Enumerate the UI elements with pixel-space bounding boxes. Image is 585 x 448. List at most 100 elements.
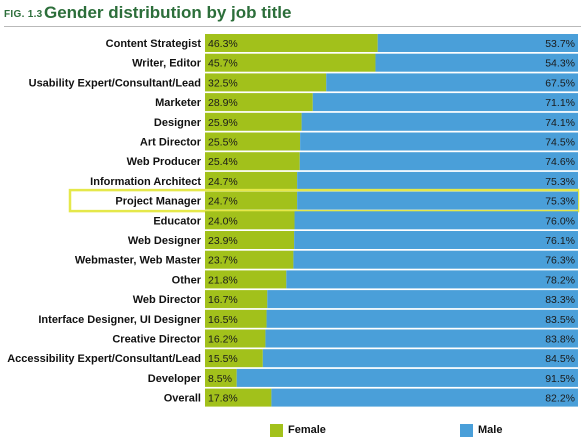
category-label-interface-designer-ui-designer: Interface Designer, UI Designer — [38, 314, 201, 326]
bar-female-web-producer — [205, 152, 300, 171]
category-label-information-architect: Information Architect — [90, 176, 201, 188]
bar-male-content-strategist — [377, 34, 578, 52]
value-female-other: 21.8% — [208, 274, 238, 286]
category-label-writer-editor: Writer, Editor — [132, 58, 202, 70]
category-label-webmaster-web-master: Webmaster, Web Master — [75, 255, 202, 267]
value-female-web-producer: 25.4% — [208, 156, 238, 168]
value-female-webmaster-web-master: 23.7% — [208, 255, 238, 267]
value-male-developer: 91.5% — [545, 373, 575, 385]
category-label-web-designer: Web Designer — [128, 235, 202, 247]
bar-male-web-producer — [299, 152, 578, 171]
category-label-web-producer: Web Producer — [127, 156, 202, 168]
value-male-content-strategist: 53.7% — [545, 38, 575, 50]
figure-number: FIG. 1.3 — [4, 9, 43, 20]
value-male-webmaster-web-master: 76.3% — [545, 255, 575, 267]
value-female-creative-director: 16.2% — [208, 334, 238, 346]
value-female-accessibility-expert-consultant-lead: 15.5% — [208, 353, 238, 365]
bar-male-webmaster-web-master — [293, 250, 578, 269]
bar-male-creative-director — [265, 329, 578, 348]
legend-male-label: Male — [478, 424, 503, 436]
value-female-content-strategist: 46.3% — [208, 38, 238, 50]
bar-female-writer-editor — [205, 53, 376, 72]
value-female-web-director: 16.7% — [208, 294, 238, 306]
bar-female-information-architect — [205, 171, 298, 190]
value-female-web-designer: 23.9% — [208, 235, 238, 247]
bar-male-overall — [271, 388, 578, 407]
bar-male-project-manager — [297, 191, 578, 210]
bar-male-usability-expert-consultant-lead — [326, 73, 578, 92]
value-female-developer: 8.5% — [208, 373, 232, 385]
bar-male-web-designer — [294, 231, 578, 249]
value-female-usability-expert-consultant-lead: 32.5% — [208, 77, 238, 89]
value-female-project-manager: 24.7% — [208, 196, 238, 208]
category-label-overall: Overall — [164, 393, 201, 405]
bar-male-accessibility-expert-consultant-lead — [262, 349, 578, 368]
value-female-educator: 24.0% — [208, 215, 238, 227]
bar-male-designer — [301, 112, 578, 131]
bar-female-art-director — [205, 132, 301, 151]
header-divider — [4, 26, 581, 27]
bar-female-webmaster-web-master — [205, 250, 294, 269]
value-female-designer: 25.9% — [208, 117, 238, 129]
category-label-designer: Designer — [154, 117, 202, 129]
value-male-usability-expert-consultant-lead: 67.5% — [545, 77, 575, 89]
chart-title: Gender distribution by job title — [44, 3, 292, 22]
category-label-usability-expert-consultant-lead: Usability Expert/Consultant/Lead — [29, 77, 201, 89]
bar-male-other — [286, 270, 578, 289]
bar-male-interface-designer-ui-designer — [266, 309, 578, 328]
bar-male-educator — [294, 211, 578, 230]
stacked-bar-chart: Content Strategist 46.3% 53.7% Writer, Edit… — [7, 34, 580, 407]
value-male-creative-director: 83.8% — [545, 334, 575, 346]
category-label-art-director: Art Director — [140, 137, 202, 149]
category-label-developer: Developer — [148, 373, 202, 385]
figure-header: FIG. 1.3 Gender distribution by job titl… — [4, 2, 581, 27]
category-label-accessibility-expert-consultant-lead: Accessibility Expert/Consultant/Lead — [7, 353, 201, 365]
bar-female-accessibility-expert-consultant-lead — [205, 349, 263, 368]
value-male-project-manager: 75.3% — [545, 196, 575, 208]
value-male-educator: 76.0% — [545, 215, 575, 227]
value-male-writer-editor: 54.3% — [545, 58, 575, 70]
bar-female-creative-director — [205, 329, 266, 348]
bar-female-designer — [205, 112, 302, 131]
value-male-art-director: 74.5% — [545, 137, 575, 149]
bar-female-interface-designer-ui-designer — [205, 309, 267, 328]
bar-female-project-manager — [205, 191, 298, 210]
value-male-designer: 74.1% — [545, 117, 575, 129]
value-male-interface-designer-ui-designer: 83.5% — [545, 314, 575, 326]
category-label-creative-director: Creative Director — [112, 334, 201, 346]
value-female-writer-editor: 45.7% — [208, 58, 238, 70]
category-label-web-director: Web Director — [133, 294, 202, 306]
value-female-information-architect: 24.7% — [208, 176, 238, 188]
value-female-interface-designer-ui-designer: 16.5% — [208, 314, 238, 326]
category-label-content-strategist: Content Strategist — [106, 38, 202, 50]
value-male-web-director: 83.3% — [545, 294, 575, 306]
bar-male-writer-editor — [375, 53, 578, 72]
bar-female-web-director — [205, 290, 268, 309]
bar-female-web-designer — [205, 231, 295, 249]
bar-male-information-architect — [297, 171, 578, 190]
value-female-overall: 17.8% — [208, 393, 238, 405]
bar-female-other — [205, 270, 287, 289]
value-male-overall: 82.2% — [545, 393, 575, 405]
category-label-marketer: Marketer — [155, 97, 202, 109]
bar-female-educator — [205, 211, 295, 230]
value-male-other: 78.2% — [545, 274, 575, 286]
legend-female-swatch — [270, 424, 283, 437]
value-female-art-director: 25.5% — [208, 137, 238, 149]
bar-female-marketer — [205, 93, 313, 112]
value-male-marketer: 71.1% — [545, 97, 575, 109]
value-male-accessibility-expert-consultant-lead: 84.5% — [545, 353, 575, 365]
category-label-educator: Educator — [153, 215, 201, 227]
bar-male-art-director — [300, 132, 578, 151]
legend-female-label: Female — [288, 424, 326, 436]
bar-male-web-director — [267, 290, 578, 309]
value-male-information-architect: 75.3% — [545, 176, 575, 188]
category-label-other: Other — [172, 274, 202, 286]
bar-female-usability-expert-consultant-lead — [205, 73, 327, 92]
value-male-web-producer: 74.6% — [545, 156, 575, 168]
legend-male-swatch — [460, 424, 473, 437]
category-label-project-manager: Project Manager — [115, 196, 201, 208]
bar-female-content-strategist — [205, 34, 378, 52]
bar-male-developer — [236, 368, 578, 387]
value-male-web-designer: 76.1% — [545, 235, 575, 247]
